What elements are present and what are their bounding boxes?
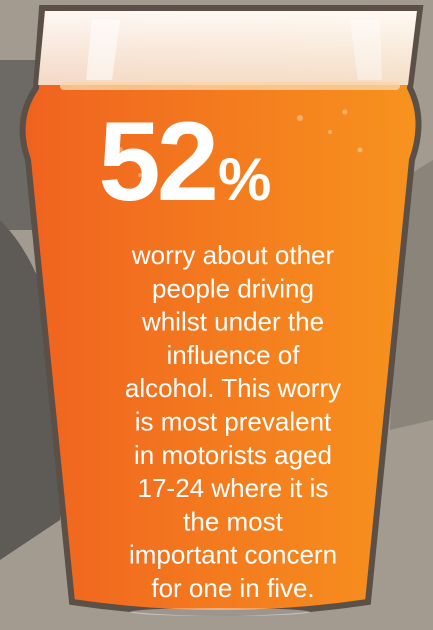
body-line: influence of xyxy=(167,340,301,370)
body-line: important concern xyxy=(129,540,337,570)
body-line: people driving xyxy=(152,273,314,303)
body-line: is most prevalent xyxy=(135,407,332,437)
glass-highlight xyxy=(86,20,120,80)
body-line: alcohol. This worry xyxy=(125,373,341,403)
background-shape xyxy=(0,220,64,560)
bubbles xyxy=(117,109,363,177)
glass-highlight xyxy=(350,20,382,80)
body-line: whilst under the xyxy=(141,307,324,337)
glass-rim xyxy=(38,11,417,85)
body-line: the most xyxy=(183,506,283,536)
foam-line xyxy=(60,82,400,90)
body-line: worry about other xyxy=(131,240,335,270)
body-line: 17-24 where it is xyxy=(138,473,329,503)
stat-unit: % xyxy=(218,146,271,213)
stat-number: 52 xyxy=(98,99,215,224)
glass xyxy=(19,5,424,616)
body-line: for one in five. xyxy=(151,573,314,603)
glass-base-highlight xyxy=(130,608,310,616)
body-line: in motorists aged xyxy=(134,440,332,470)
